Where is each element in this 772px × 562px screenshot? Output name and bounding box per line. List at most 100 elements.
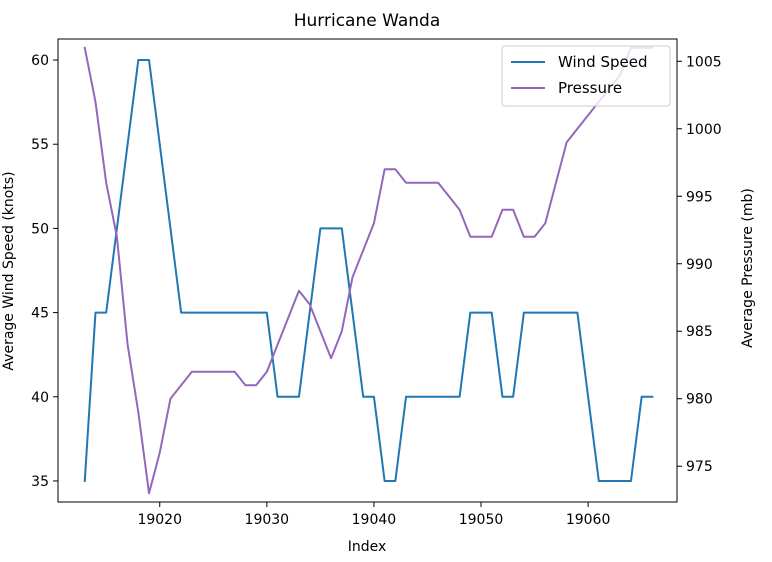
data-point-pressure bbox=[169, 398, 171, 400]
data-point-wind-speed bbox=[501, 396, 503, 398]
y2-tick-label: 975 bbox=[686, 459, 713, 475]
data-point-pressure bbox=[480, 236, 482, 238]
data-point-wind-speed bbox=[94, 311, 96, 313]
data-point-pressure bbox=[234, 371, 236, 373]
data-point-pressure bbox=[587, 114, 589, 116]
x-axis-label: Index bbox=[348, 539, 387, 555]
y2-tick-label: 1005 bbox=[686, 54, 722, 70]
data-point-wind-speed bbox=[298, 396, 300, 398]
data-point-pressure bbox=[148, 492, 150, 494]
y-tick-label: 35 bbox=[31, 474, 49, 490]
data-point-wind-speed bbox=[426, 396, 428, 398]
data-point-pressure bbox=[84, 47, 86, 49]
y-tick-label: 55 bbox=[31, 137, 49, 153]
data-point-pressure bbox=[105, 182, 107, 184]
data-point-pressure bbox=[512, 209, 514, 211]
data-point-wind-speed bbox=[469, 311, 471, 313]
legend: Wind Speed Pressure bbox=[501, 45, 671, 107]
data-point-wind-speed bbox=[276, 396, 278, 398]
y-tick-label: 40 bbox=[31, 390, 49, 406]
data-point-wind-speed bbox=[330, 227, 332, 229]
data-point-wind-speed bbox=[512, 396, 514, 398]
data-point-pressure bbox=[448, 195, 450, 197]
data-point-wind-speed bbox=[180, 311, 182, 313]
data-point-wind-speed bbox=[448, 396, 450, 398]
legend-label-pressure: Pressure bbox=[558, 79, 622, 97]
x-axis-ticks: 19020 19030 19040 19050 19060 bbox=[137, 502, 610, 528]
data-point-pressure bbox=[244, 384, 246, 386]
y2-tick-label: 985 bbox=[686, 324, 713, 340]
data-point-wind-speed bbox=[383, 480, 385, 482]
data-point-pressure bbox=[416, 182, 418, 184]
data-point-pressure bbox=[116, 236, 118, 238]
data-point-pressure bbox=[266, 371, 268, 373]
series-line-pressure bbox=[83, 46, 654, 495]
data-point-pressure bbox=[212, 371, 214, 373]
data-point-pressure bbox=[287, 317, 289, 319]
data-point-pressure bbox=[298, 290, 300, 292]
y2-tick-label: 980 bbox=[686, 392, 713, 408]
data-point-wind-speed bbox=[148, 59, 150, 61]
data-point-wind-speed bbox=[255, 311, 257, 313]
data-point-pressure bbox=[126, 344, 128, 346]
series-layer bbox=[83, 46, 654, 495]
data-point-wind-speed bbox=[287, 396, 289, 398]
data-point-pressure bbox=[437, 182, 439, 184]
data-point-wind-speed bbox=[212, 311, 214, 313]
y-tick-label: 50 bbox=[31, 221, 49, 237]
data-point-pressure bbox=[394, 168, 396, 170]
data-point-wind-speed bbox=[651, 396, 653, 398]
data-point-wind-speed bbox=[416, 396, 418, 398]
data-point-pressure bbox=[458, 209, 460, 211]
data-point-wind-speed bbox=[308, 311, 310, 313]
data-point-pressure bbox=[159, 452, 161, 454]
data-point-wind-speed bbox=[351, 311, 353, 313]
legend-label-wind-speed: Wind Speed bbox=[558, 53, 648, 71]
data-point-pressure bbox=[383, 168, 385, 170]
y2-tick-label: 990 bbox=[686, 257, 713, 273]
plot-frame bbox=[57, 38, 678, 503]
data-point-pressure bbox=[330, 357, 332, 359]
data-point-pressure bbox=[308, 303, 310, 305]
data-point-pressure bbox=[276, 344, 278, 346]
data-point-pressure bbox=[555, 182, 557, 184]
data-point-wind-speed bbox=[491, 311, 493, 313]
data-point-wind-speed bbox=[630, 480, 632, 482]
data-point-wind-speed bbox=[565, 311, 567, 313]
data-point-wind-speed bbox=[169, 227, 171, 229]
x-tick-label: 19020 bbox=[137, 512, 182, 528]
data-point-wind-speed bbox=[373, 396, 375, 398]
data-point-pressure bbox=[373, 222, 375, 224]
data-point-wind-speed bbox=[191, 311, 193, 313]
data-point-pressure bbox=[341, 330, 343, 332]
data-point-wind-speed bbox=[458, 396, 460, 398]
x-tick-label: 19030 bbox=[245, 512, 290, 528]
data-point-wind-speed bbox=[405, 396, 407, 398]
series-line-wind-speed bbox=[83, 59, 654, 483]
data-point-wind-speed bbox=[576, 311, 578, 313]
data-point-wind-speed bbox=[319, 227, 321, 229]
data-point-wind-speed bbox=[201, 311, 203, 313]
data-point-pressure bbox=[223, 371, 225, 373]
data-point-pressure bbox=[491, 236, 493, 238]
data-point-wind-speed bbox=[394, 480, 396, 482]
data-point-wind-speed bbox=[341, 227, 343, 229]
data-point-wind-speed bbox=[223, 311, 225, 313]
data-point-wind-speed bbox=[640, 396, 642, 398]
data-point-pressure bbox=[94, 101, 96, 103]
data-point-wind-speed bbox=[598, 480, 600, 482]
data-point-pressure bbox=[405, 182, 407, 184]
y2-axis-label: Average Pressure (mb) bbox=[740, 188, 756, 348]
data-point-wind-speed bbox=[437, 396, 439, 398]
data-point-wind-speed bbox=[244, 311, 246, 313]
data-point-pressure bbox=[255, 384, 257, 386]
data-point-pressure bbox=[523, 236, 525, 238]
data-point-wind-speed bbox=[266, 311, 268, 313]
data-point-pressure bbox=[426, 182, 428, 184]
data-point-pressure bbox=[576, 128, 578, 130]
data-point-wind-speed bbox=[137, 59, 139, 61]
y-axis-ticks: 35 40 45 50 55 60 bbox=[31, 53, 58, 490]
data-point-wind-speed bbox=[608, 480, 610, 482]
data-point-wind-speed bbox=[105, 311, 107, 313]
